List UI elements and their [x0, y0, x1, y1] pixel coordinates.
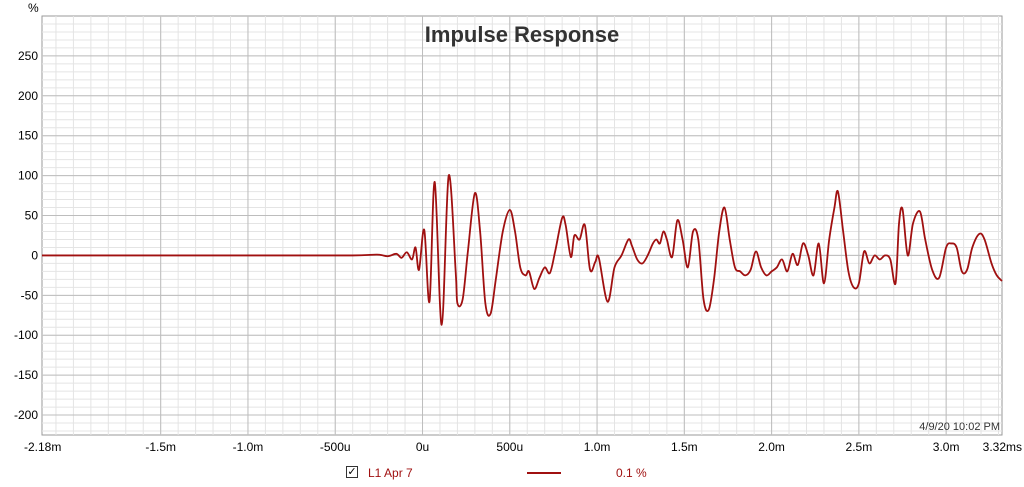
plot-area[interactable]: [41, 15, 1003, 436]
x-tick-label: -1.0m: [233, 440, 264, 454]
series-line-l1-apr-7: [42, 174, 1003, 326]
x-tick-label: 1.0m: [584, 440, 611, 454]
legend-series-name[interactable]: L1 Apr 7: [368, 466, 413, 480]
impulse-response-chart: 250 200 150 100 50 0 -50 -100 -150 -200 -2.18m -1.…: [14, 1, 1022, 454]
x-tick-label: 2.5m: [846, 440, 873, 454]
series-visibility-checkbox[interactable]: ✓: [346, 466, 358, 478]
x-tick-label: 0u: [416, 440, 429, 454]
legend-smoothing: 0.1 %: [616, 466, 647, 480]
y-axis-ticks: 250 200 150 100 50 0 -50 -100 -150 -200: [14, 49, 38, 422]
x-tick-label: 3.0m: [933, 440, 960, 454]
x-tick-label: -1.5m: [145, 440, 176, 454]
y-tick-label: 200: [18, 89, 38, 103]
x-tick-label: 500u: [496, 440, 523, 454]
x-tick-label: -2.18m: [24, 440, 61, 454]
y-tick-label: -200: [14, 408, 38, 422]
y-tick-label: 0: [31, 248, 38, 262]
y-tick-label: -150: [14, 368, 38, 382]
x-tick-label: 3.32ms: [983, 440, 1022, 454]
legend-bar: ✓ L1 Apr 7 0.1 %: [0, 463, 1024, 485]
x-tick-label: 2.0m: [758, 440, 785, 454]
y-tick-label: 150: [18, 129, 38, 143]
legend-line-swatch: [527, 472, 561, 474]
timestamp: 4/9/20 10:02 PM: [919, 421, 1000, 433]
chart-title: Impulse Response: [425, 22, 619, 47]
x-tick-label: 1.5m: [671, 440, 698, 454]
y-tick-label: -50: [21, 288, 39, 302]
y-tick-label: -100: [14, 328, 38, 342]
grid-lines: [42, 16, 1002, 435]
series-group: [42, 174, 1003, 326]
y-tick-label: 50: [25, 209, 39, 223]
y-tick-label: 250: [18, 49, 38, 63]
y-tick-label: 100: [18, 169, 38, 183]
x-axis-ticks: -2.18m -1.5m -1.0m -500u 0u 500u 1.0m 1.5m 2.0m 2…: [24, 440, 1022, 454]
x-tick-label: -500u: [320, 440, 351, 454]
y-axis-unit: %: [28, 1, 39, 15]
